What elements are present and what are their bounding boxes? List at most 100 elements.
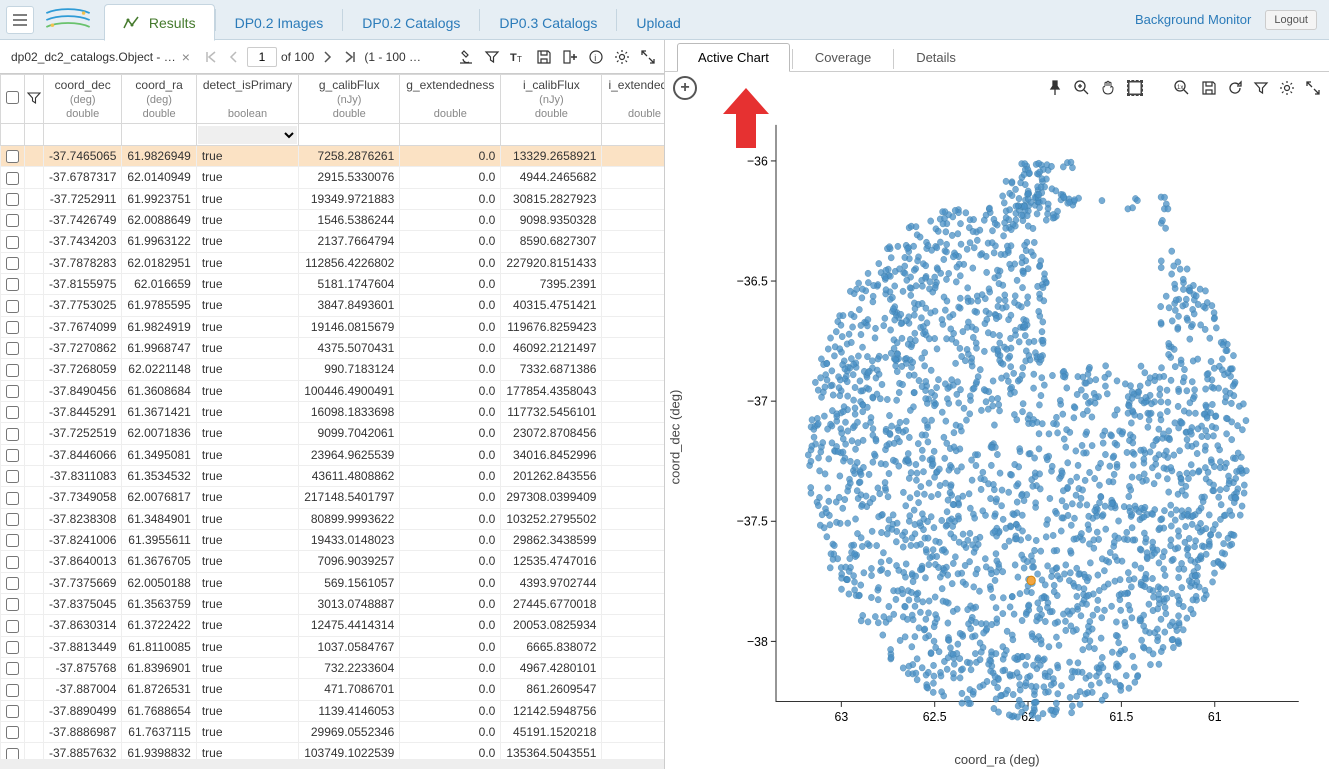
table-row[interactable]: -37.844529161.3671421true16098.18336980.…	[1, 401, 665, 422]
tab-active-chart[interactable]: Active Chart	[677, 43, 790, 72]
save-icon[interactable]	[536, 49, 552, 65]
tab-details[interactable]: Details	[896, 44, 976, 71]
add-chart-button[interactable]: +	[673, 76, 697, 100]
zoom-reset-icon[interactable]: 1x	[1173, 79, 1191, 97]
row-checkbox[interactable]	[6, 321, 19, 334]
microscope-icon[interactable]	[458, 49, 474, 65]
tab-coverage[interactable]: Coverage	[795, 44, 891, 71]
table-row[interactable]: -37.775302561.9785595true3847.84936010.0…	[1, 295, 665, 316]
select-all-checkbox[interactable]	[6, 91, 19, 104]
table-row[interactable]: -37.889049961.7688654true1139.41460530.0…	[1, 700, 665, 721]
zoom-in-icon[interactable]	[1073, 79, 1091, 97]
filter-icon[interactable]	[484, 49, 500, 65]
table-row[interactable]: -37.864001361.3676705true7096.90392570.0…	[1, 551, 665, 572]
column-header-detect_isPrimary[interactable]: detect_isPrimaryboolean	[196, 75, 298, 124]
column-header-coord_ra[interactable]: coord_ra(deg)double	[122, 75, 196, 124]
row-checkbox[interactable]	[6, 513, 19, 526]
table-row[interactable]: -37.837504561.3563759true3013.07488870.0…	[1, 593, 665, 614]
background-monitor-link[interactable]: Background Monitor	[1135, 12, 1251, 27]
table-row[interactable]: -37.831108361.3534532true43611.48088620.…	[1, 465, 665, 486]
row-checkbox[interactable]	[6, 620, 19, 633]
table-row[interactable]: -37.734905862.0076817true217148.54017970…	[1, 487, 665, 508]
row-checkbox[interactable]	[6, 726, 19, 739]
table-row[interactable]: -37.725251962.0071836true9099.70420610.0…	[1, 423, 665, 444]
pan-icon[interactable]	[1101, 80, 1117, 96]
row-checkbox[interactable]	[6, 641, 19, 654]
table-row[interactable]: -37.727086261.9968747true4375.50704310.0…	[1, 337, 665, 358]
filter-input-g_extendedness[interactable]	[401, 127, 499, 143]
page-input[interactable]	[247, 47, 277, 67]
table-row[interactable]: -37.725291161.9923751true19349.97218830.…	[1, 188, 665, 209]
table-row[interactable]: -37.88700461.8726531true471.70867010.086…	[1, 679, 665, 700]
column-header-g_extendedness[interactable]: g_extendednessdouble	[400, 75, 501, 124]
settings-icon[interactable]	[614, 49, 630, 65]
row-checkbox[interactable]	[6, 598, 19, 611]
row-checkbox[interactable]	[6, 534, 19, 547]
table-row[interactable]: -37.824100661.3955611true19433.01480230.…	[1, 529, 665, 550]
row-checkbox[interactable]	[6, 257, 19, 270]
row-checkbox[interactable]	[6, 342, 19, 355]
table-row[interactable]: -37.888698761.7637115true29969.05523460.…	[1, 721, 665, 742]
row-checkbox[interactable]	[6, 172, 19, 185]
row-checkbox[interactable]	[6, 577, 19, 590]
row-checkbox[interactable]	[6, 214, 19, 227]
chart-settings-icon[interactable]	[1279, 80, 1295, 96]
row-checkbox[interactable]	[6, 492, 19, 505]
row-checkbox[interactable]	[6, 470, 19, 483]
row-checkbox[interactable]	[6, 193, 19, 206]
column-header-i_calibFlux[interactable]: i_calibFlux(nJy)double	[501, 75, 602, 124]
table-row[interactable]: -37.726805962.0221148true990.71831240.07…	[1, 359, 665, 380]
table-row[interactable]: -37.746506561.9826949true7258.28762610.0…	[1, 146, 665, 167]
row-checkbox[interactable]	[6, 684, 19, 697]
logout-button[interactable]: Logout	[1265, 10, 1317, 30]
chart-expand-icon[interactable]	[1305, 80, 1321, 96]
chart-filter-icon[interactable]	[1253, 80, 1269, 96]
add-column-icon[interactable]	[562, 49, 578, 65]
table-row[interactable]: -37.823830861.3484901true80899.99936220.…	[1, 508, 665, 529]
menu-button[interactable]	[6, 6, 34, 34]
result-tab[interactable]: dp02_dc2_catalogs.Object - … ×	[4, 44, 197, 70]
column-header-g_calibFlux[interactable]: g_calibFlux(nJy)double	[299, 75, 400, 124]
tab-dp02-catalogs[interactable]: DP0.2 Catalogs	[343, 4, 479, 40]
refresh-icon[interactable]	[1227, 80, 1243, 96]
filter-input-g_calibFlux[interactable]	[300, 127, 398, 143]
row-checkbox[interactable]	[6, 748, 19, 759]
filter-input-i_extendedness[interactable]	[603, 127, 664, 143]
text-format-icon[interactable]: TT	[510, 49, 526, 65]
select-box-icon[interactable]	[1127, 80, 1143, 96]
tab-dp02-images[interactable]: DP0.2 Images	[216, 4, 343, 40]
row-checkbox[interactable]	[6, 428, 19, 441]
column-header-i_extendedness[interactable]: i_extendednedouble	[602, 75, 664, 124]
filter-input-coord_ra[interactable]	[123, 127, 194, 143]
next-page-icon[interactable]	[318, 49, 336, 65]
table-row[interactable]: -37.767409961.9824919true19146.08156790.…	[1, 316, 665, 337]
close-icon[interactable]: ×	[182, 49, 190, 65]
table-row[interactable]: -37.787828362.0182951true112856.42268020…	[1, 252, 665, 273]
pin-icon[interactable]	[1047, 80, 1063, 96]
row-checkbox[interactable]	[6, 406, 19, 419]
table-row[interactable]: -37.742674962.0088649true1546.53862440.0…	[1, 209, 665, 230]
table-row[interactable]: -37.863031461.3722422true12475.44143140.…	[1, 615, 665, 636]
row-checkbox[interactable]	[6, 236, 19, 249]
row-checkbox[interactable]	[6, 385, 19, 398]
tab-dp03-catalogs[interactable]: DP0.3 Catalogs	[480, 4, 616, 40]
row-checkbox[interactable]	[6, 662, 19, 675]
table-row[interactable]: -37.849045661.3608684true100446.49004910…	[1, 380, 665, 401]
row-checkbox[interactable]	[6, 278, 19, 291]
tab-upload[interactable]: Upload	[617, 4, 699, 40]
table-row[interactable]: -37.844606661.3495081true23964.96255390.…	[1, 444, 665, 465]
row-checkbox[interactable]	[6, 364, 19, 377]
row-checkbox[interactable]	[6, 150, 19, 163]
scatter-plot[interactable]: 6362.56261.561−36−36.5−37−37.5−38	[735, 114, 1309, 745]
table-row[interactable]: -37.881344961.8110085true1037.05847670.0…	[1, 636, 665, 657]
save-chart-icon[interactable]	[1201, 80, 1217, 96]
last-page-icon[interactable]	[340, 48, 360, 66]
table-row[interactable]: -37.815597562.016659true5181.17476040.07…	[1, 273, 665, 294]
row-checkbox[interactable]	[6, 705, 19, 718]
info-icon[interactable]: i	[588, 49, 604, 65]
row-checkbox[interactable]	[6, 556, 19, 569]
filter-input-i_calibFlux[interactable]	[502, 127, 600, 143]
h-scrollbar[interactable]	[0, 759, 664, 769]
row-checkbox[interactable]	[6, 300, 19, 313]
filter-select-detect_isPrimary[interactable]	[198, 126, 297, 144]
